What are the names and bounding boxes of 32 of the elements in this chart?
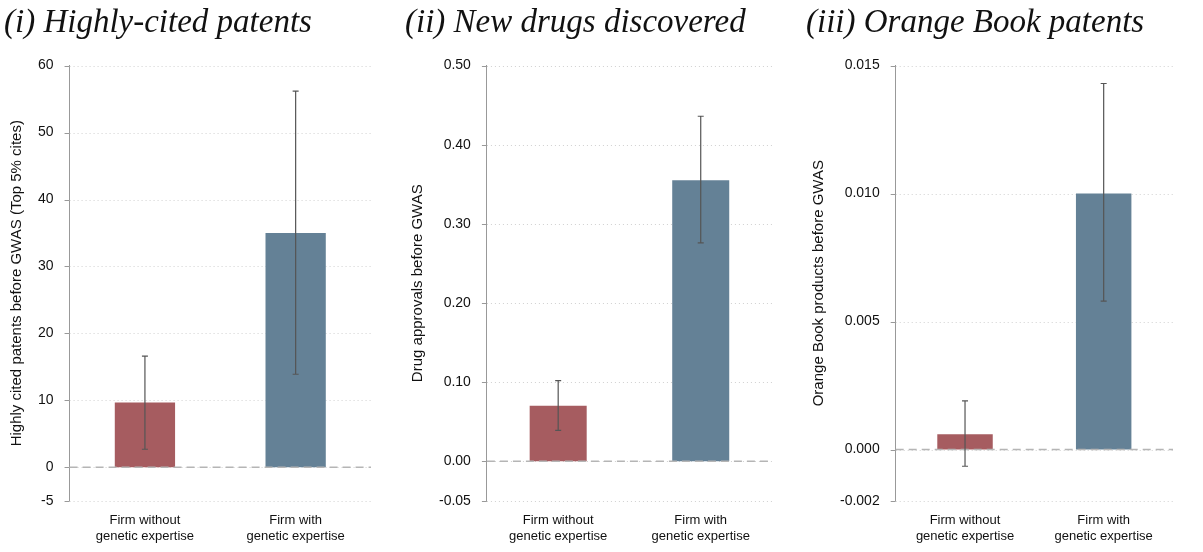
y-tick-label: 0.010 [844, 184, 880, 201]
y-tick-label: 50 [37, 123, 54, 140]
y-tick-label: -0.002 [839, 491, 880, 508]
chart-title: (iii) Orange Book patents [806, 3, 1145, 41]
y-axis-title: Orange Book products before GWAS [809, 160, 827, 407]
x-tick-label: Firm without genetic expertise [509, 512, 608, 543]
y-tick-label: 0.50 [443, 56, 472, 73]
y-tick-label: 0.015 [844, 56, 880, 73]
y-tick-label: 0.10 [443, 372, 472, 389]
y-tick-label: 60 [37, 56, 54, 73]
chart-title: (ii) New drugs discovered [405, 3, 747, 41]
chart-title: (i) Highly-cited patents [4, 3, 312, 41]
y-tick-label: -0.05 [438, 491, 472, 508]
y-tick-label: 0.000 [844, 440, 880, 457]
y-tick-label: 0 [45, 458, 54, 475]
y-axis-title: Drug approvals before GWAS [408, 184, 426, 383]
x-tick-label: Firm with genetic expertise [651, 512, 750, 543]
y-tick-label: 40 [37, 190, 54, 207]
x-tick-label: Firm without genetic expertise [95, 512, 195, 543]
y-tick-label: 10 [37, 391, 54, 408]
y-tick-label: 0.40 [443, 135, 472, 152]
y-tick-label: 0.20 [443, 293, 472, 310]
y-tick-label: 30 [37, 257, 54, 274]
y-tick-label: 0.005 [844, 312, 880, 329]
y-axis-title: Highly cited patents before GWAS (Top 5% cites) [7, 120, 25, 447]
x-tick-label: Firm with genetic expertise [1054, 512, 1153, 543]
x-tick-label: Firm without genetic expertise [915, 512, 1015, 543]
y-tick-label: -5 [41, 491, 54, 508]
y-tick-label: 0.30 [443, 214, 472, 231]
y-tick-label: 20 [37, 324, 54, 341]
y-tick-label: 0.00 [443, 452, 472, 469]
x-tick-label: Firm with genetic expertise [246, 512, 345, 543]
